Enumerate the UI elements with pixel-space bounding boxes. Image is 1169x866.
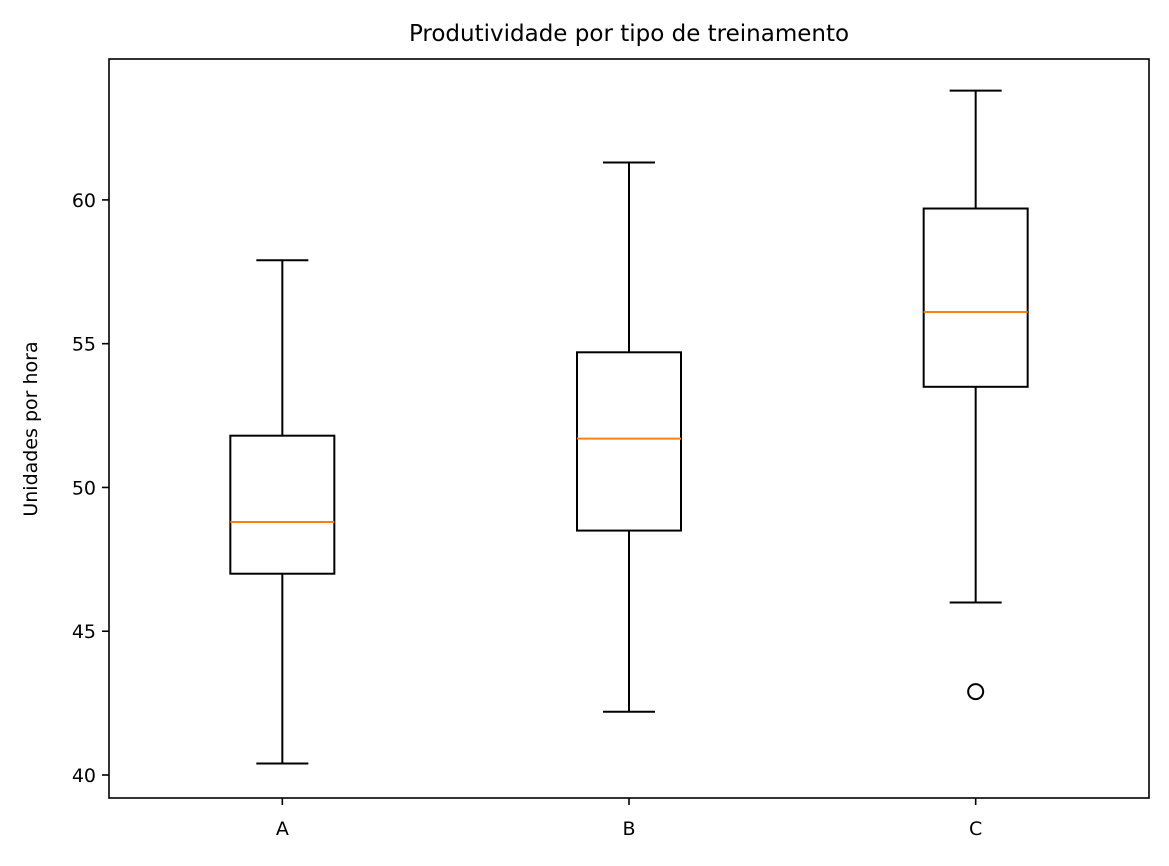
y-axis-label: Unidades por hora — [20, 341, 42, 516]
box-iqr — [922, 207, 1029, 388]
x-tick-label: C — [969, 818, 982, 840]
plot-frame — [108, 58, 1150, 799]
y-tick-label: 55 — [72, 334, 96, 356]
outlier-point — [967, 683, 985, 701]
y-tick-label: 45 — [72, 621, 96, 643]
y-tick-label: 60 — [72, 190, 96, 212]
x-tick-label: A — [276, 818, 289, 840]
y-tick-label: 40 — [72, 765, 96, 787]
plot-area: 40 45 50 55 60 A B C — [72, 89, 1029, 840]
y-tick-label: 50 — [72, 477, 96, 499]
box-iqr — [229, 434, 336, 575]
chart-title: Produtividade por tipo de treinamento — [409, 21, 849, 47]
box-iqr — [576, 351, 682, 532]
x-tick-label: B — [622, 818, 635, 840]
